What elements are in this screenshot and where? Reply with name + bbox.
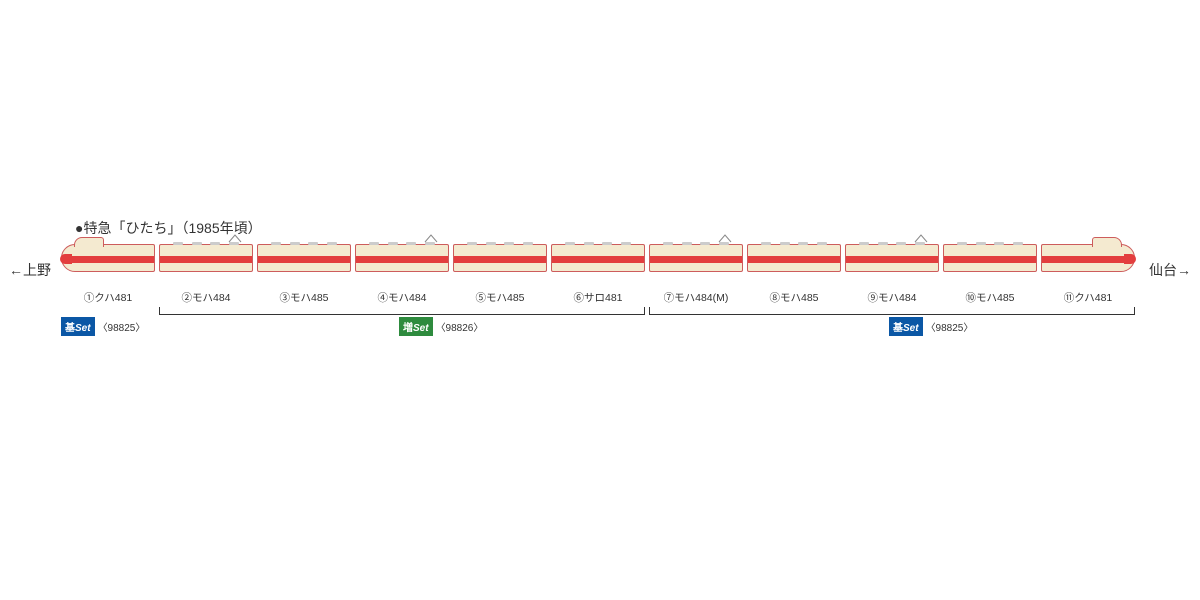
car-labels-row: ①クハ481 ②モハ484 ③モハ485 ④モハ484 ⑤モハ485 ⑥サロ481 ⑦モハ4… <box>61 290 1139 305</box>
cab-dome <box>1092 237 1122 247</box>
set-badge: 基Set〈98825〉 <box>61 317 145 336</box>
car-stripe <box>160 256 252 263</box>
cab-dome <box>74 237 104 247</box>
car-label: ⑦モハ484(M) <box>649 290 743 305</box>
train-car <box>355 244 449 272</box>
car-label: ⑪クハ481 <box>1041 290 1135 305</box>
car-stripe <box>356 256 448 263</box>
train-consist <box>61 244 1139 272</box>
car-stripe <box>552 256 644 263</box>
car-label: ③モハ485 <box>257 290 351 305</box>
set-badge: 増Set〈98826〉 <box>399 317 483 336</box>
train-car <box>943 244 1037 272</box>
car-label: ②モハ484 <box>159 290 253 305</box>
train-car <box>649 244 743 272</box>
car-stripe <box>944 256 1036 263</box>
roof-equipment <box>262 240 346 245</box>
car-stripe <box>1042 256 1124 263</box>
car-label: ⑩モハ485 <box>943 290 1037 305</box>
car-stripe <box>748 256 840 263</box>
formation-diagram: ●特急「ひたち」（1985年頃） ←上野 仙台→ ①クハ481②モハ484③モハ… <box>25 218 1175 335</box>
car-stripe <box>650 256 742 263</box>
car-label: ⑤モハ485 <box>453 290 547 305</box>
set-badge-label: 基Set <box>61 317 95 336</box>
roof-equipment <box>752 240 836 245</box>
car-stripe <box>454 256 546 263</box>
set-product-code: 〈98825〉 <box>98 319 146 334</box>
car-label: ①クハ481 <box>61 290 155 305</box>
pantograph-icon <box>914 234 928 243</box>
car-label: ⑥サロ481 <box>551 290 645 305</box>
roof-equipment <box>458 240 542 245</box>
set-product-code: 〈98825〉 <box>926 319 974 334</box>
train-car <box>257 244 351 272</box>
car-label: ⑧モハ485 <box>747 290 841 305</box>
train-car <box>845 244 939 272</box>
set-bracket <box>159 307 645 315</box>
train-car <box>1041 244 1135 272</box>
train-car <box>61 244 155 272</box>
direction-row: ←上野 仙台→ <box>25 244 1175 284</box>
set-badge-label: 基Set <box>889 317 923 336</box>
set-bracket <box>649 307 1135 315</box>
roof-equipment <box>556 240 640 245</box>
roof-equipment <box>948 240 1032 245</box>
car-stripe <box>846 256 938 263</box>
train-car <box>747 244 841 272</box>
nose-cone <box>60 254 72 264</box>
set-product-code: 〈98826〉 <box>436 319 484 334</box>
pantograph-icon <box>228 234 242 243</box>
train-car <box>551 244 645 272</box>
train-car <box>453 244 547 272</box>
car-stripe <box>258 256 350 263</box>
pantograph-icon <box>424 234 438 243</box>
train-car <box>159 244 253 272</box>
set-badge: 基Set〈98825〉 <box>889 317 973 336</box>
direction-left: ←上野 <box>9 260 51 280</box>
car-stripe <box>72 256 154 263</box>
set-brackets-row: 基Set〈98825〉増Set〈98826〉基Set〈98825〉 <box>61 311 1139 335</box>
car-label: ⑨モハ484 <box>845 290 939 305</box>
car-label: ④モハ484 <box>355 290 449 305</box>
set-badge-label: 増Set <box>399 317 433 336</box>
pantograph-icon <box>718 234 732 243</box>
nose-cone <box>1124 254 1136 264</box>
direction-right: 仙台→ <box>1149 260 1191 280</box>
